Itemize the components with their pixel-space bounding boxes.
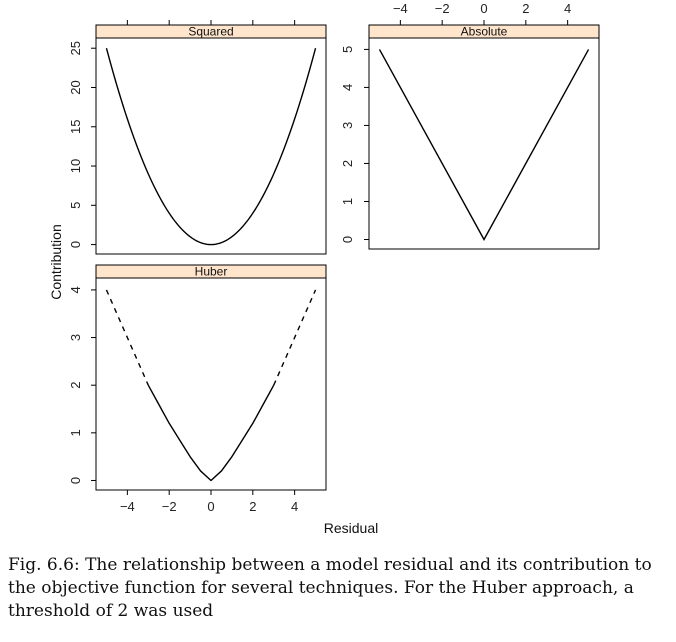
figure-caption: Fig. 6.6: The relationship between a mod… <box>8 555 652 621</box>
y-tick-label: 5 <box>340 46 355 53</box>
huber-linear-segment <box>273 289 317 386</box>
x-tick-label: −2 <box>435 1 450 16</box>
y-tick-label: 1 <box>68 429 83 436</box>
x-tick-label: 2 <box>522 1 529 16</box>
y-tick-label: 4 <box>340 84 355 91</box>
y-tick-label: 1 <box>340 198 355 205</box>
y-tick-label: 0 <box>68 241 83 248</box>
y-tick-label: 4 <box>68 286 83 293</box>
y-tick-label: 20 <box>68 80 83 94</box>
x-tick-label: 4 <box>291 499 298 514</box>
y-tick-label: 10 <box>68 159 83 173</box>
panel-huber: Huber 0 1 2 3 4 −4 −2 0 2 4 <box>68 264 327 514</box>
huber-quadratic-segment <box>147 384 275 482</box>
y-tick-label: 2 <box>340 160 355 167</box>
strip-label: Huber <box>195 265 228 279</box>
y-tick-label: 2 <box>68 382 83 389</box>
panel-frame <box>95 37 327 255</box>
y-tick-label: 5 <box>68 202 83 209</box>
panel-squared: Squared 0 5 10 15 20 25 <box>68 20 327 255</box>
absolute-curve <box>378 49 590 241</box>
x-axis-title: Residual <box>324 520 378 536</box>
x-tick-label: −4 <box>120 499 135 514</box>
y-tick-label: 3 <box>68 334 83 341</box>
x-tick-label: 4 <box>564 1 571 16</box>
y-tick-label: 15 <box>68 120 83 134</box>
x-tick-label: −2 <box>162 499 177 514</box>
strip-label: Absolute <box>461 25 508 39</box>
x-tick-label: 0 <box>480 1 487 16</box>
x-tick-label: −4 <box>393 1 408 16</box>
y-tick-label: 0 <box>340 236 355 243</box>
y-axis-title: Contribution <box>48 224 64 300</box>
panel-absolute: Absolute 0 1 2 3 4 5 −4 −2 0 2 4 <box>340 1 600 250</box>
y-tick-label: 25 <box>68 41 83 55</box>
squared-curve <box>105 48 317 246</box>
x-tick-label: 0 <box>207 499 214 514</box>
panel-frame <box>95 277 327 491</box>
y-tick-label: 3 <box>340 122 355 129</box>
x-tick-label: 2 <box>249 499 256 514</box>
panel-frame <box>368 37 600 250</box>
huber-linear-segment <box>105 289 149 386</box>
strip-label: Squared <box>188 25 233 39</box>
y-tick-label: 0 <box>68 477 83 484</box>
